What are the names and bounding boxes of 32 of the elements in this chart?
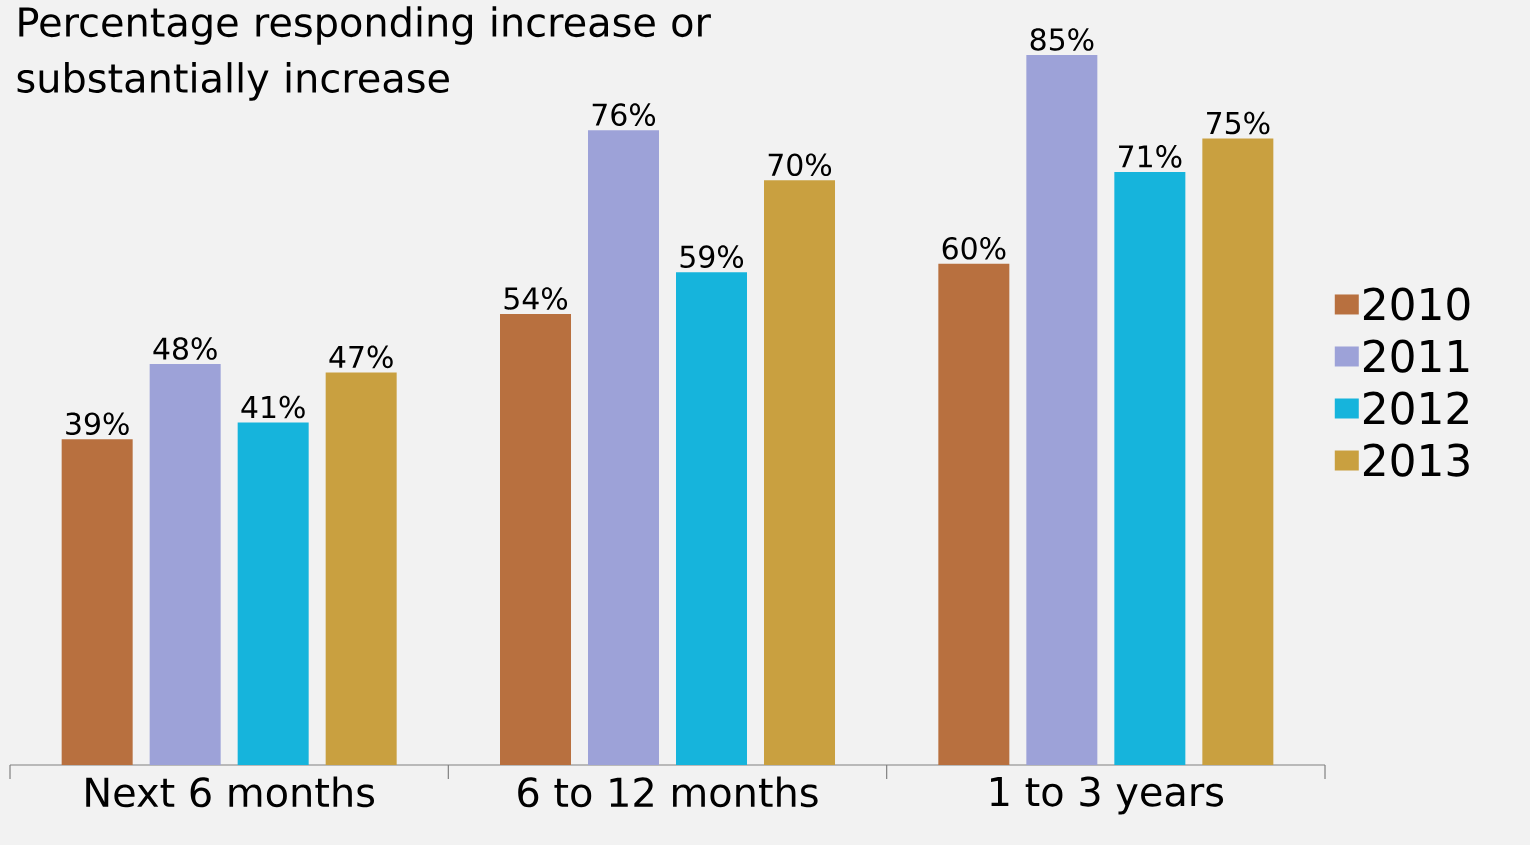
data-label: 70% — [768, 153, 832, 177]
bar — [588, 130, 659, 765]
data-label: 75% — [1207, 111, 1270, 135]
legend-label: 2012 — [1363, 391, 1468, 425]
bar — [237, 422, 309, 765]
x-tick-label: 1 to 3 years — [991, 776, 1224, 815]
bar — [1202, 138, 1274, 765]
data-label: 60% — [942, 237, 1006, 260]
bar — [149, 364, 221, 765]
data-label: 39% — [66, 412, 129, 436]
bar — [1114, 171, 1186, 765]
bar — [1026, 54, 1098, 765]
x-tick-label: Next 6 months — [86, 776, 375, 808]
bar — [764, 180, 836, 765]
x-tick-label: 6 to 12 months — [518, 776, 818, 808]
legend-label: 2010 — [1363, 287, 1470, 321]
bar — [500, 313, 571, 765]
data-label: 76% — [592, 103, 656, 126]
bar — [676, 272, 747, 765]
bar — [325, 372, 397, 765]
legend-label: 2013 — [1363, 443, 1469, 477]
data-label: 59% — [680, 245, 744, 268]
data-label: 54% — [504, 287, 568, 310]
data-label: 71% — [1119, 145, 1182, 168]
data-label: 85% — [1030, 28, 1094, 51]
bar — [938, 263, 1010, 765]
chart-title: Percentage responding increase or substantially increase — [17, 6, 711, 101]
bar — [61, 439, 133, 765]
legend-label: 2011 — [1363, 339, 1469, 373]
data-label: 41% — [241, 395, 305, 419]
data-label: 48% — [153, 337, 217, 360]
data-label: 47% — [329, 345, 393, 369]
